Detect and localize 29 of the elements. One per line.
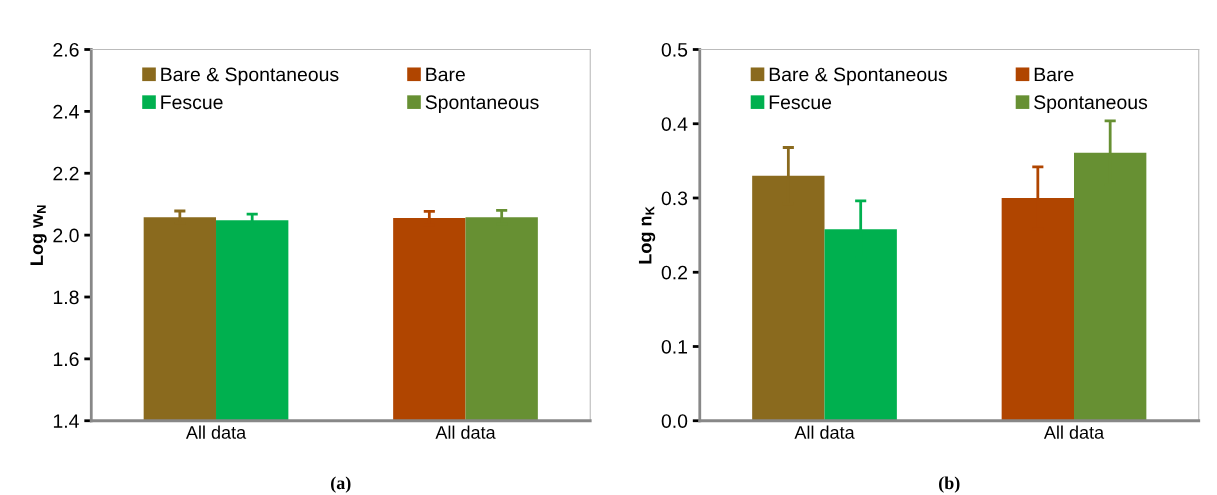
legend-label: Spontaneous [425,95,539,113]
y-axis-title: Log w$_{N}$ [30,205,47,265]
text: (b) [939,476,960,493]
text: (a) [331,476,351,493]
x-tick-label: All data [1043,425,1105,439]
legend-label: Bare & Spontaneous [769,67,947,86]
x-tick-label: All data [435,425,496,439]
y-tick-label: 0.0 [661,414,688,428]
legend-label: Fescue [769,95,832,110]
y-tick-label: 2.6 [53,42,79,57]
y-axis-title: Log n$_{K}$ [638,206,656,264]
y-tick-label: 2.2 [53,166,79,181]
legend-label: Fescue [161,95,223,110]
x-tick-label: All data [185,425,247,439]
y-tick-label: 2.0 [53,228,79,243]
y-tick-label: 0.4 [661,117,688,131]
y-tick-label: 0.5 [661,42,688,57]
x-tick-label: All data [794,425,855,439]
legend-label: Bare & Spontaneous [161,67,339,86]
legend-label: Spontaneous [1034,95,1148,113]
y-tick-label: 0.3 [661,191,688,206]
y-tick-label: 1.4 [53,414,79,428]
legend-label: Bare [1034,67,1074,82]
y-tick-label: 2.4 [53,104,79,119]
y-tick-label: 1.6 [53,352,79,367]
y-tick-label: 1.8 [53,290,79,305]
legend-label: Bare [426,67,465,82]
y-tick-label: 0.1 [661,339,688,354]
y-tick-label: 0.2 [661,265,687,280]
